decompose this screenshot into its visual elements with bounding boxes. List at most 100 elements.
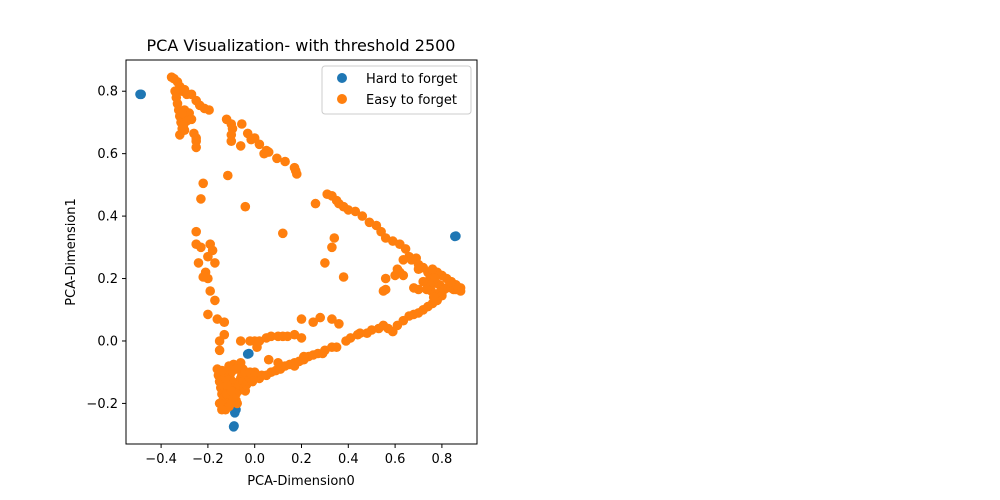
x-tick-label-3: 0.2 — [291, 452, 312, 467]
legend-box — [321, 65, 472, 115]
x-tick-label-4: 0.4 — [338, 452, 359, 467]
point-easy-54 — [240, 201, 251, 212]
y-tick-label-0: −0.2 — [86, 397, 118, 412]
point-easy-131 — [406, 254, 417, 265]
point-easy-126 — [327, 242, 337, 253]
point-easy-148 — [205, 286, 215, 296]
legend-marker-easy — [337, 94, 347, 104]
point-easy-153 — [278, 228, 288, 239]
point-easy-11 — [204, 105, 214, 115]
point-easy-229 — [231, 364, 241, 374]
point-easy-245 — [334, 319, 344, 329]
point-easy-136 — [421, 284, 432, 295]
point-easy-152 — [219, 317, 230, 328]
point-easy-132 — [413, 264, 424, 275]
points-layer — [135, 72, 466, 432]
legend-label-hard: Hard to forget — [366, 72, 457, 87]
x-tick-label-1: −0.2 — [192, 452, 224, 467]
point-easy-146 — [198, 272, 208, 282]
point-easy-253 — [289, 361, 300, 371]
point-easy-149 — [210, 295, 220, 306]
point-easy-246 — [273, 358, 283, 368]
point-easy-46 — [280, 156, 290, 167]
point-hard-3 — [450, 231, 460, 242]
point-easy-40 — [235, 141, 246, 151]
point-easy-50 — [223, 170, 233, 181]
y-axis-ticks: −0.2 0.0 0.2 0.4 0.6 0.8 — [86, 85, 126, 412]
point-easy-244 — [327, 314, 337, 324]
point-easy-155 — [214, 345, 225, 356]
legend-label-easy: Easy to forget — [366, 93, 457, 108]
point-easy-220 — [217, 365, 227, 376]
point-easy-96 — [427, 264, 438, 275]
point-easy-29 — [178, 120, 189, 131]
y-tick-label-3: 0.4 — [97, 210, 118, 225]
y-axis-label: PCA-Dimension1 — [64, 198, 79, 306]
point-easy-52 — [196, 194, 206, 204]
x-tick-label-0: −0.4 — [145, 452, 177, 467]
point-easy-143 — [193, 258, 204, 268]
y-tick-label-1: 0.0 — [97, 334, 118, 349]
point-easy-125 — [329, 233, 340, 243]
point-easy-243 — [315, 312, 326, 323]
point-easy-147 — [210, 258, 220, 268]
point-easy-51 — [198, 178, 208, 189]
x-tick-label-5: 0.6 — [385, 452, 406, 467]
y-tick-label-4: 0.6 — [97, 147, 118, 162]
y-tick-label-2: 0.2 — [97, 272, 118, 287]
point-easy-252 — [299, 351, 309, 362]
point-easy-130 — [398, 254, 409, 265]
point-easy-45 — [272, 153, 282, 164]
point-easy-204 — [331, 342, 342, 353]
point-easy-31 — [191, 142, 201, 153]
point-easy-250 — [235, 336, 246, 346]
point-easy-28 — [177, 108, 187, 118]
point-easy-42 — [254, 139, 265, 150]
point-easy-142 — [203, 251, 213, 262]
point-easy-69 — [400, 244, 411, 254]
point-easy-123 — [380, 284, 391, 295]
point-easy-150 — [203, 309, 213, 320]
point-easy-231 — [217, 404, 227, 415]
point-easy-128 — [392, 264, 403, 275]
legend: Hard to forget Easy to forget — [321, 65, 472, 115]
x-tick-label-2: 0.0 — [244, 452, 265, 467]
point-easy-36 — [226, 136, 237, 146]
point-easy-124 — [338, 272, 349, 282]
point-easy-127 — [320, 258, 330, 268]
x-tick-label-6: 0.8 — [432, 452, 453, 467]
point-easy-137 — [191, 226, 201, 237]
point-easy-62 — [357, 211, 368, 221]
point-easy-227 — [249, 367, 260, 378]
point-easy-133 — [418, 276, 429, 287]
point-easy-121 — [380, 273, 391, 284]
point-easy-247 — [263, 354, 274, 365]
point-easy-53 — [259, 148, 269, 159]
point-easy-241 — [296, 314, 307, 324]
point-hard-1 — [136, 89, 146, 100]
y-tick-label-5: 0.8 — [97, 85, 118, 100]
point-easy-249 — [219, 329, 230, 340]
point-easy-236 — [266, 331, 276, 342]
point-easy-74 — [310, 198, 321, 209]
chart-title: PCA Visualization- with threshold 2500 — [147, 36, 456, 55]
point-easy-207 — [352, 329, 363, 340]
point-easy-23 — [186, 114, 197, 125]
point-easy-251 — [296, 333, 307, 343]
x-axis-ticks: −0.4 −0.2 0.0 0.2 0.4 0.6 0.8 — [145, 444, 452, 467]
legend-marker-hard — [337, 73, 347, 83]
point-easy-139 — [196, 242, 206, 253]
point-easy-242 — [308, 317, 319, 328]
point-easy-248 — [245, 336, 255, 346]
point-hard-9 — [229, 421, 239, 431]
x-axis-label: PCA-Dimension0 — [247, 474, 355, 489]
point-easy-37 — [237, 119, 247, 129]
point-easy-117 — [428, 292, 439, 303]
point-easy-129 — [398, 270, 409, 281]
point-easy-61 — [350, 206, 361, 217]
point-easy-49 — [292, 169, 302, 179]
point-easy-114 — [362, 328, 372, 339]
point-hard-5 — [242, 349, 253, 359]
